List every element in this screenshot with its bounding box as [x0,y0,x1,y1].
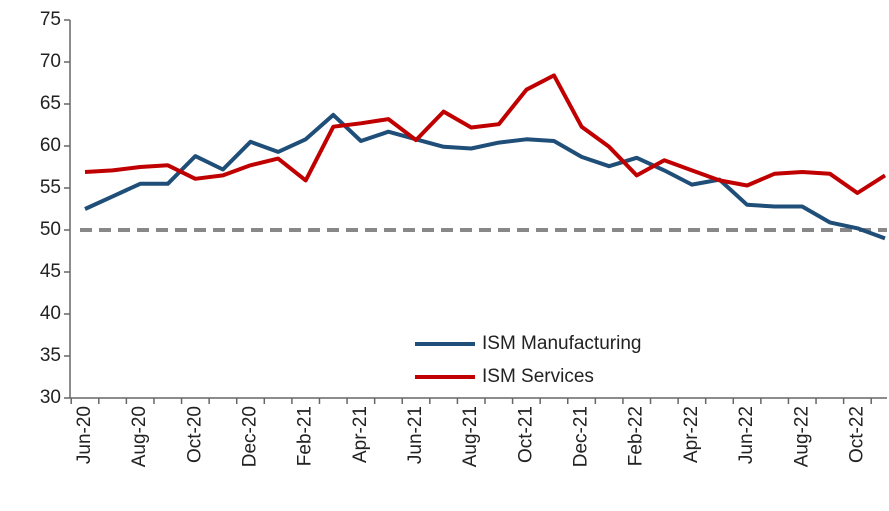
legend-label: ISM Services [482,366,594,387]
series-line [84,112,886,241]
y-tick-label: 45 [40,261,61,282]
x-tick-label: Apr-21 [350,406,371,463]
x-tick-label: Aug-20 [129,406,150,467]
x-tick-label: Jun-22 [736,406,757,464]
y-tick-label: 70 [40,51,61,72]
x-tick-label: Oct-20 [184,406,205,463]
y-tick-label: 55 [40,177,61,198]
x-tick-label: Feb-22 [626,406,647,466]
x-tick-label: Aug-22 [791,406,812,467]
x-tick-label: Oct-21 [515,406,536,463]
x-tick-label: Aug-21 [460,406,481,467]
y-tick-label: 40 [40,303,61,324]
y-tick-label: 65 [40,93,61,114]
y-tick-label: 50 [40,219,61,240]
x-tick-label: Dec-21 [571,406,592,467]
legend-label: ISM Manufacturing [482,333,641,354]
y-tick-label: 35 [40,345,61,366]
y-tick-label: 30 [40,387,61,408]
x-tick-label: Feb-21 [295,406,316,466]
x-tick-label: Oct-22 [846,406,867,463]
y-tick-label: 75 [40,9,61,30]
x-tick-label: Jun-20 [74,406,95,464]
x-tick-label: Apr-22 [681,406,702,463]
series-line [84,73,887,195]
y-tick-label: 60 [40,135,61,156]
x-tick-label: Jun-21 [405,406,426,464]
x-tick-label: Dec-20 [240,406,261,467]
